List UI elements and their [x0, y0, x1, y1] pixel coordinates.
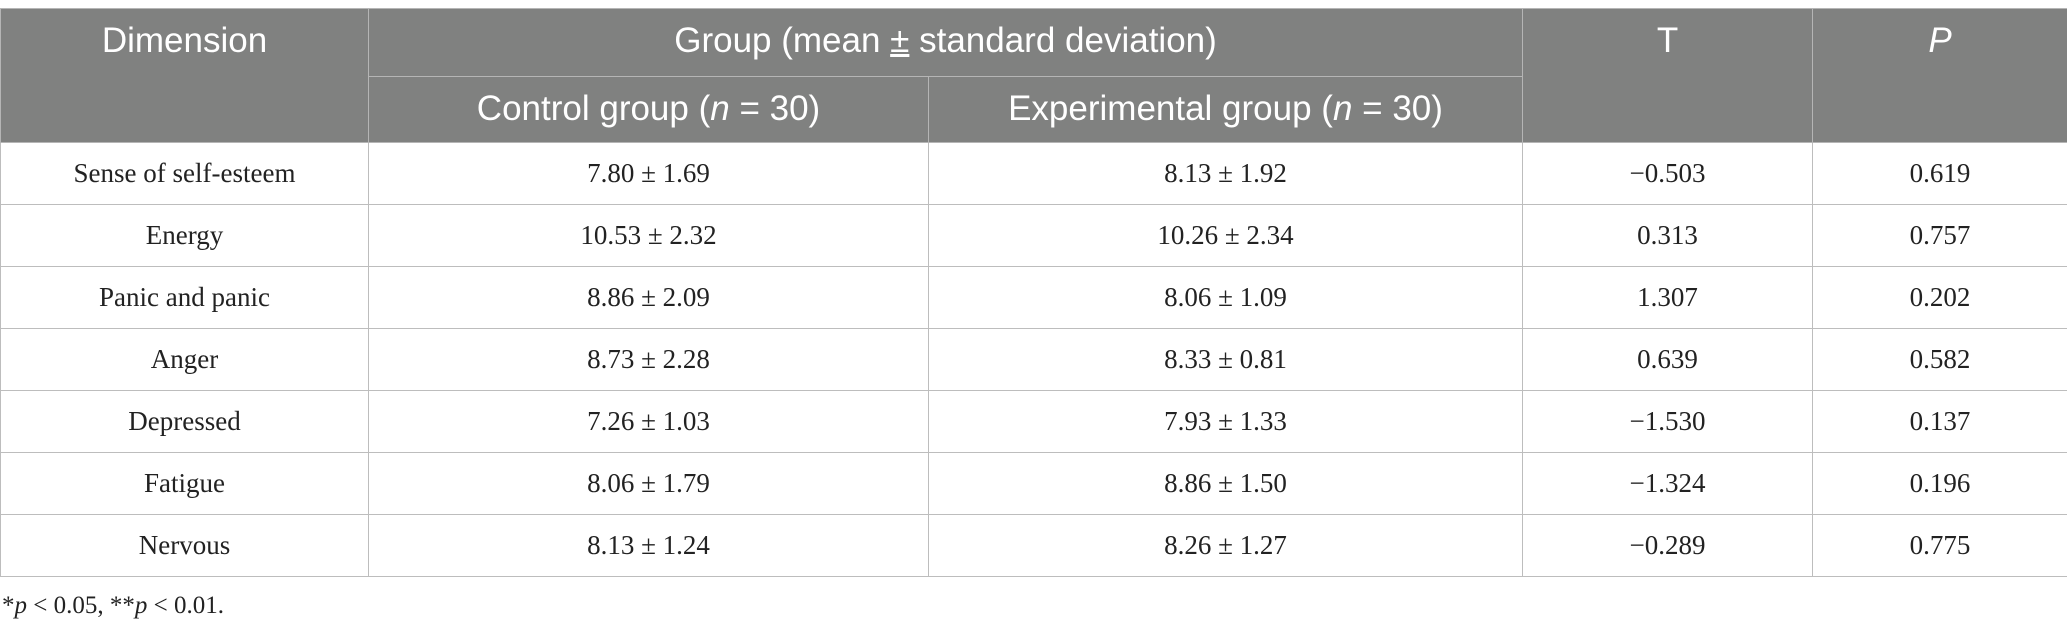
cell-p: 0.757	[1812, 204, 2067, 267]
header-experimental-n: n	[1332, 89, 1353, 128]
cell-dimension: Panic and panic	[0, 266, 369, 329]
header-experimental-prefix: Experimental group (	[1008, 89, 1333, 128]
cell-experimental: 8.33 ± 0.81	[927, 328, 1524, 391]
cell-control: 8.73 ± 2.28	[368, 328, 929, 391]
table-row: Anger 8.73 ± 2.28 8.33 ± 0.81 0.639 0.58…	[0, 328, 2067, 391]
cell-t: 0.313	[1522, 204, 1814, 267]
cell-control: 10.53 ± 2.32	[368, 204, 929, 267]
cell-experimental: 8.06 ± 1.09	[927, 266, 1524, 329]
results-table: Dimension Group (mean ± standard deviati…	[0, 8, 2067, 577]
cell-dimension: Anger	[0, 328, 369, 391]
header-p: P	[1812, 8, 2067, 143]
cell-t: 0.639	[1522, 328, 1814, 391]
header-dimension: Dimension	[0, 8, 369, 143]
table-row: Fatigue 8.06 ± 1.79 8.86 ± 1.50 −1.324 0…	[0, 452, 2067, 515]
header-group: Group (mean ± standard deviation)	[367, 8, 1524, 77]
cell-experimental: 8.13 ± 1.92	[927, 142, 1524, 205]
cell-t: −0.289	[1522, 514, 1814, 577]
header-experimental-suffix: = 30)	[1352, 89, 1443, 128]
header-group-prefix: Group (mean	[674, 21, 891, 60]
header-group-pm: ±	[890, 21, 910, 60]
cell-p: 0.619	[1812, 142, 2067, 205]
cell-control: 7.26 ± 1.03	[368, 390, 929, 453]
cell-t: −0.503	[1522, 142, 1814, 205]
header-t: T	[1522, 8, 1814, 143]
cell-t: 1.307	[1522, 266, 1814, 329]
header-experimental: Experimental group (n = 30)	[927, 76, 1524, 143]
header-p-label: P	[1928, 21, 1952, 60]
table-footnote: *p < 0.05, **p < 0.01.	[2, 592, 224, 620]
cell-dimension: Fatigue	[0, 452, 369, 515]
table-row: Sense of self-esteem 7.80 ± 1.69 8.13 ± …	[0, 142, 2067, 205]
cell-experimental: 8.86 ± 1.50	[927, 452, 1524, 515]
header-row-top: Dimension Group (mean ± standard deviati…	[0, 8, 2067, 143]
footnote-p1: p	[14, 592, 28, 619]
footnote-p2: p	[134, 592, 148, 619]
cell-p: 0.137	[1812, 390, 2067, 453]
cell-p: 0.775	[1812, 514, 2067, 577]
table-row: Nervous 8.13 ± 1.24 8.26 ± 1.27 −0.289 0…	[0, 514, 2067, 577]
cell-dimension: Energy	[0, 204, 369, 267]
header-row-sub: Control group (n = 30) Experimental grou…	[1, 76, 2067, 143]
footnote-star: *	[2, 592, 15, 619]
cell-p: 0.196	[1812, 452, 2067, 515]
header-control-prefix: Control group (	[476, 89, 711, 128]
cell-dimension: Depressed	[0, 390, 369, 453]
cell-t: −1.324	[1522, 452, 1814, 515]
cell-dimension: Nervous	[0, 514, 369, 577]
cell-experimental: 7.93 ± 1.33	[927, 390, 1524, 453]
table-row: Depressed 7.26 ± 1.03 7.93 ± 1.33 −1.530…	[0, 390, 2067, 453]
cell-t: −1.530	[1522, 390, 1814, 453]
cell-control: 8.06 ± 1.79	[368, 452, 929, 515]
footnote-text1: < 0.05, **	[27, 592, 135, 619]
table-row: Panic and panic 8.86 ± 2.09 8.06 ± 1.09 …	[0, 266, 2067, 329]
header-control-suffix: = 30)	[729, 89, 821, 128]
header-control-n: n	[710, 89, 730, 128]
cell-p: 0.582	[1812, 328, 2067, 391]
cell-control: 8.86 ± 2.09	[368, 266, 929, 329]
cell-control: 7.80 ± 1.69	[368, 142, 929, 205]
cell-dimension: Sense of self-esteem	[0, 142, 369, 205]
header-group-suffix: standard deviation)	[909, 21, 1217, 60]
cell-p: 0.202	[1812, 266, 2067, 329]
cell-experimental: 8.26 ± 1.27	[927, 514, 1524, 577]
cell-experimental: 10.26 ± 2.34	[927, 204, 1524, 267]
footnote-text2: < 0.01.	[147, 592, 224, 619]
header-control: Control group (n = 30)	[368, 76, 929, 143]
table-header: Dimension Group (mean ± standard deviati…	[0, 8, 2067, 143]
table-row: Energy 10.53 ± 2.32 10.26 ± 2.34 0.313 0…	[0, 204, 2067, 267]
table-body: Sense of self-esteem 7.80 ± 1.69 8.13 ± …	[0, 142, 2067, 577]
cell-control: 8.13 ± 1.24	[368, 514, 929, 577]
